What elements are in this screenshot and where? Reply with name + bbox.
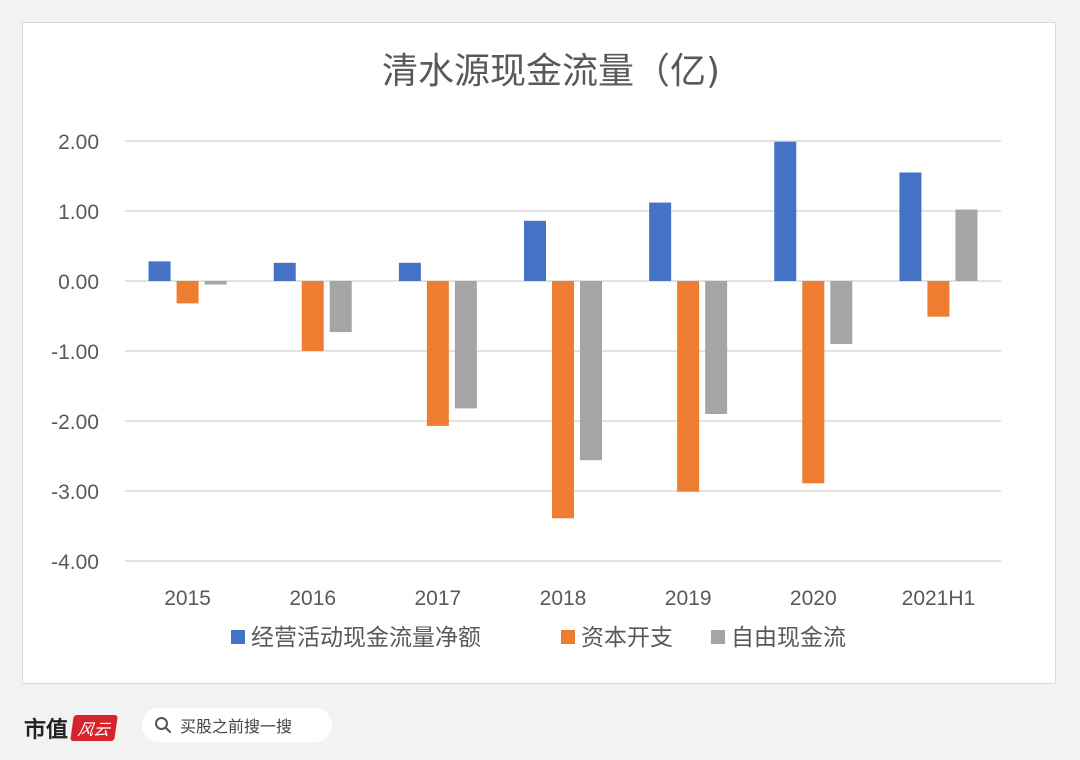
- y-tick-label: 2.00: [58, 131, 99, 154]
- y-tick-label: -3.00: [51, 481, 99, 504]
- bar: [705, 281, 728, 414]
- x-axis-ticks: 2015 2016 2017 2018 2019 2020 2021H1: [164, 587, 975, 610]
- bar: [899, 172, 922, 281]
- legend-swatch: [711, 630, 725, 644]
- x-tick-label: 2021H1: [902, 587, 976, 610]
- bar: [301, 281, 324, 351]
- chart: 清水源现金流量（亿) 2.00 1.00 0.00 -1.00 -2.00 -3.00 -4…: [51, 51, 1001, 651]
- bar: [955, 209, 978, 281]
- bar: [552, 281, 574, 519]
- legend: 经营活动现金流量净额 资本开支 自由现金流: [231, 625, 846, 651]
- bar: [524, 220, 546, 281]
- bar: [176, 281, 199, 304]
- chart-card: 清水源现金流量（亿) 2.00 1.00 0.00 -1.00 -2.00 -3.00 -4…: [22, 22, 1056, 684]
- x-tick-label: 2020: [790, 587, 837, 610]
- bar: [649, 202, 672, 281]
- bar: [329, 281, 352, 333]
- bar: [454, 281, 477, 409]
- y-tick-label: 1.00: [58, 201, 99, 224]
- bar: [273, 262, 296, 281]
- bar: [204, 281, 227, 285]
- x-tick-label: 2018: [540, 587, 587, 610]
- x-tick-label: 2015: [164, 587, 211, 610]
- legend-swatch: [231, 630, 245, 644]
- bar: [830, 281, 853, 344]
- bar: [426, 281, 449, 426]
- brand: 市值 风云: [24, 712, 118, 744]
- brand-logo: 风云: [70, 715, 118, 741]
- y-tick-label: 0.00: [58, 271, 99, 294]
- search-box[interactable]: 买股之前搜一搜: [142, 708, 332, 742]
- y-axis-ticks: 2.00 1.00 0.00 -1.00 -2.00 -3.00 -4.00: [51, 131, 99, 574]
- bars: [148, 141, 978, 519]
- search-placeholder: 买股之前搜一搜: [180, 717, 293, 736]
- bar: [398, 262, 421, 281]
- chart-title: 清水源现金流量（亿): [382, 51, 720, 92]
- bar: [802, 281, 825, 484]
- legend-label: 资本开支: [581, 625, 673, 651]
- legend-label: 自由现金流: [731, 625, 846, 651]
- bar: [774, 141, 797, 281]
- legend-swatch: [561, 630, 575, 644]
- footer: 市值 风云 买股之前搜一搜: [0, 690, 1080, 760]
- bar: [677, 281, 700, 492]
- y-tick-label: -4.00: [51, 551, 99, 574]
- y-tick-label: -2.00: [51, 411, 99, 434]
- x-tick-label: 2019: [665, 587, 712, 610]
- brand-text: 市值: [24, 717, 69, 743]
- y-tick-label: -1.00: [51, 341, 99, 364]
- bar: [927, 281, 950, 317]
- x-tick-label: 2016: [289, 587, 336, 610]
- x-tick-label: 2017: [414, 587, 461, 610]
- bar: [580, 281, 602, 461]
- search-icon: [155, 717, 171, 733]
- bar: [148, 261, 171, 281]
- legend-label: 经营活动现金流量净额: [251, 625, 481, 651]
